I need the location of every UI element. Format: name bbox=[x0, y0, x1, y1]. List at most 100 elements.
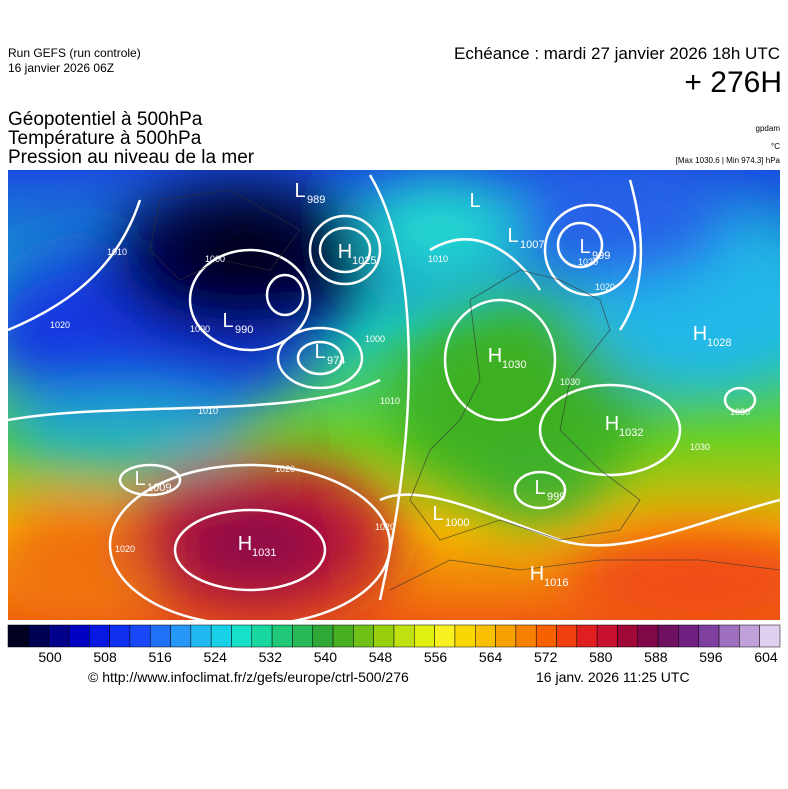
colorbar-tick-label: 556 bbox=[424, 649, 448, 665]
run-date: 16 janvier 2026 06Z bbox=[8, 61, 115, 75]
center-type: L bbox=[507, 225, 518, 247]
center-value: 989 bbox=[307, 194, 325, 206]
colorbar-cell bbox=[637, 624, 659, 648]
colorbar-cell bbox=[515, 624, 537, 648]
contour-label: 1000 bbox=[190, 324, 210, 334]
footer-url: © http://www.infoclimat.fr/z/gefs/europe… bbox=[88, 669, 409, 685]
colorbar-tick-label: 516 bbox=[148, 649, 172, 665]
center-value: 990 bbox=[235, 324, 253, 336]
colorbar-tick-label: 580 bbox=[589, 649, 613, 665]
center-type: H bbox=[338, 241, 352, 263]
colorbar-cell bbox=[414, 624, 435, 648]
center-value: 999 bbox=[547, 491, 565, 503]
contour-label: 1020 bbox=[115, 544, 135, 554]
center-value: 1007 bbox=[520, 239, 544, 251]
center-type: L bbox=[294, 180, 305, 202]
contour-label: 1020 bbox=[50, 320, 70, 330]
colorbar: 500 508 516 524 532 540 548 556 564 572 580 588 596 6… bbox=[7, 624, 781, 665]
title: Pression au niveau de la mer bbox=[8, 147, 255, 168]
center-value: 1016 bbox=[544, 577, 568, 589]
colorbar-cell bbox=[190, 624, 212, 648]
center-type: L bbox=[314, 341, 325, 363]
contour-label: 1010 bbox=[107, 247, 127, 257]
center-type: L bbox=[134, 468, 145, 490]
colorbar-cell bbox=[210, 624, 232, 648]
unit: [Max 1030.6 | Min 974.3] hPa bbox=[675, 156, 780, 165]
colorbar-cell bbox=[576, 624, 598, 648]
colorbar-cell bbox=[556, 624, 578, 648]
colorbar-cell bbox=[393, 624, 415, 648]
center-value: 1032 bbox=[619, 427, 643, 439]
center-type: H bbox=[605, 413, 619, 435]
colorbar-tick-label: 564 bbox=[479, 649, 503, 665]
contour-label: 1010 bbox=[198, 406, 218, 416]
unit: gpdam bbox=[755, 124, 780, 133]
colorbar-cell bbox=[292, 624, 313, 648]
colorbar-cell bbox=[434, 624, 456, 648]
colorbar-cell bbox=[251, 624, 273, 648]
colorbar-tick-label: 508 bbox=[93, 649, 117, 665]
contour-label: 1010 bbox=[428, 254, 448, 264]
contour-label: 1030 bbox=[560, 377, 580, 387]
center-value: 1000 bbox=[445, 517, 469, 529]
contour-label: 1020 bbox=[578, 257, 598, 267]
contour-label: 1020 bbox=[275, 464, 295, 474]
colorbar-cell bbox=[68, 624, 90, 648]
colorbar-cell bbox=[109, 624, 131, 648]
colorbar-tick-label: 540 bbox=[314, 649, 338, 665]
colorbar-cell bbox=[495, 624, 517, 648]
colorbar-tick-label: 572 bbox=[534, 649, 558, 665]
colorbar-cell bbox=[48, 624, 70, 648]
center-type: H bbox=[693, 323, 707, 345]
center-value: 1030 bbox=[502, 359, 526, 371]
center-value: 1031 bbox=[252, 547, 276, 559]
center-type: L bbox=[534, 477, 545, 499]
center-type: L bbox=[432, 503, 443, 525]
colorbar-cell bbox=[231, 624, 253, 648]
title: Géopotentiel à 500hPa bbox=[8, 109, 203, 130]
center-type: L bbox=[222, 310, 233, 332]
center-type: L bbox=[579, 236, 590, 258]
title: Température à 500hPa bbox=[8, 128, 202, 149]
colorbar-cell bbox=[657, 624, 679, 648]
valid-time: Echéance : mardi 27 janvier 2026 18h UTC bbox=[453, 44, 780, 63]
contour-label: 1020 bbox=[595, 282, 615, 292]
colorbar-cell bbox=[7, 624, 29, 648]
colorbar-cell bbox=[535, 624, 557, 648]
contour-label: 1000 bbox=[365, 334, 385, 344]
colorbar-cell bbox=[678, 624, 699, 648]
contour-label: 1010 bbox=[380, 396, 400, 406]
center-value: 974 bbox=[327, 355, 345, 367]
colorbar-cell bbox=[759, 624, 781, 648]
colorbar-cell bbox=[28, 624, 49, 648]
colorbar-tick-label: 500 bbox=[38, 649, 62, 665]
footer-date: 16 janv. 2026 11:25 UTC bbox=[536, 669, 690, 685]
colorbar-cell bbox=[373, 624, 395, 648]
colorbar-cell bbox=[312, 624, 334, 648]
center-value: 1028 bbox=[707, 337, 731, 349]
colorbar-cell bbox=[718, 624, 740, 648]
center-type: L bbox=[469, 190, 480, 212]
center-type: H bbox=[238, 533, 252, 555]
contour-label: 1030 bbox=[730, 407, 750, 417]
contour-label: 1020 bbox=[375, 522, 395, 532]
contour-label: 1000 bbox=[205, 254, 225, 264]
colorbar-cell bbox=[170, 624, 192, 648]
unit: °C bbox=[771, 142, 780, 151]
contour-label: 1030 bbox=[690, 442, 710, 452]
lead-time: + 276H bbox=[684, 66, 782, 99]
colorbar-cell bbox=[271, 624, 293, 648]
colorbar-cell bbox=[475, 624, 496, 648]
colorbar-tick-label: 548 bbox=[369, 649, 393, 665]
colorbar-cell bbox=[454, 624, 476, 648]
colorbar-cell bbox=[149, 624, 171, 648]
colorbar-tick-label: 524 bbox=[204, 649, 228, 665]
center-value: 1009 bbox=[147, 482, 171, 494]
colorbar-cell bbox=[739, 624, 760, 648]
field bbox=[8, 170, 780, 620]
center-value: 999 bbox=[592, 250, 610, 262]
colorbar-tick-label: 532 bbox=[259, 649, 283, 665]
center-type: H bbox=[530, 563, 544, 585]
